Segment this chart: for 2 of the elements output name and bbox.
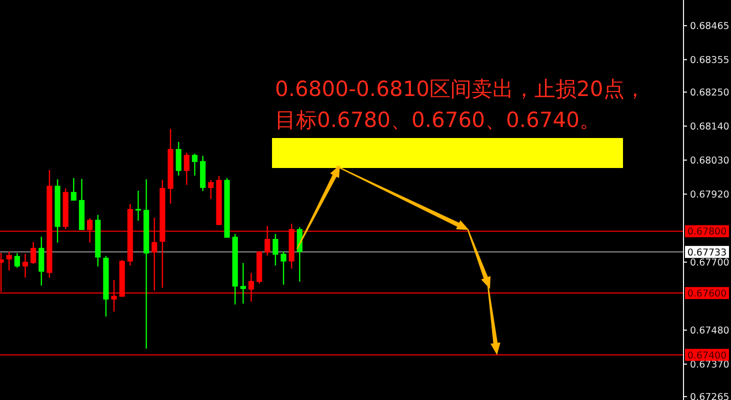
annotation: 目标0.6780、0.6760、0.6740。 xyxy=(275,108,600,132)
annotation: 0.6800-0.6810区间卖出，止损20点， xyxy=(275,77,646,101)
